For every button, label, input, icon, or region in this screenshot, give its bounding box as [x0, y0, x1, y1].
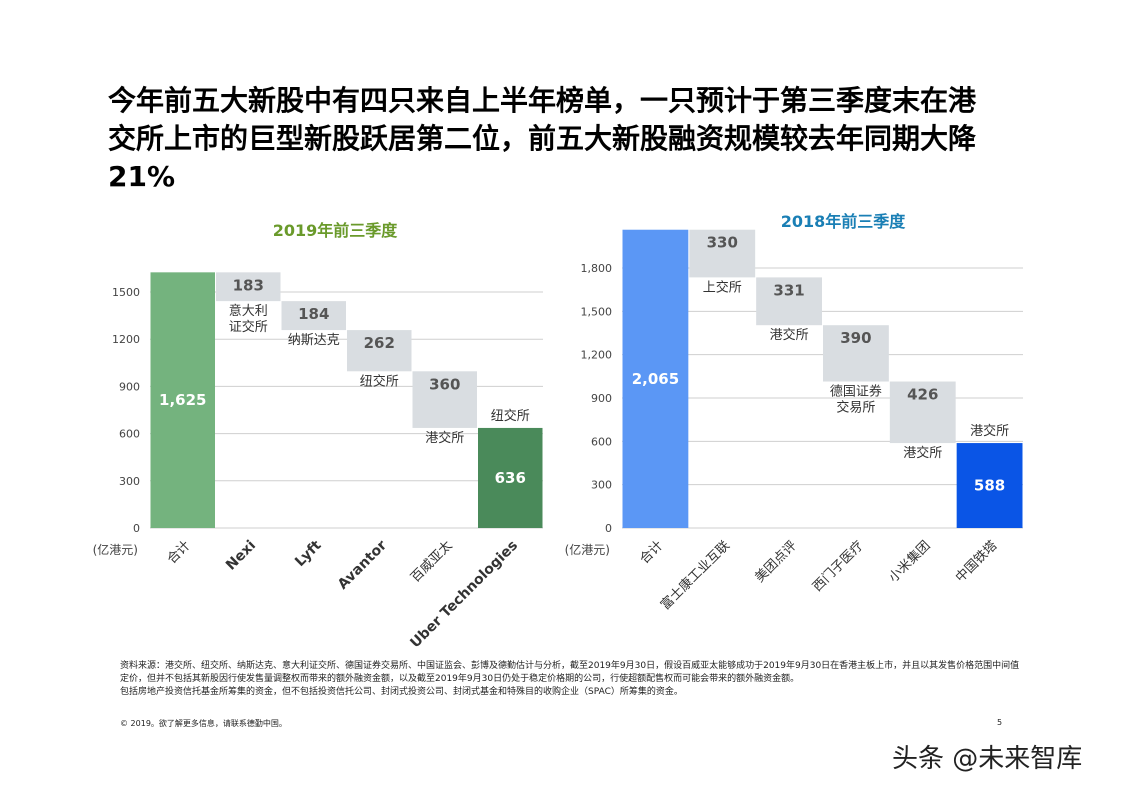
bar: [281, 301, 346, 331]
y-tick-label: 0: [133, 522, 140, 535]
x-tick-label: 合计: [165, 538, 194, 567]
source-note: 资料来源：港交所、纽交所、纳斯达克、意大利证交所、德国证券交易所、中国证监会、彭…: [120, 661, 1020, 684]
data-label: 390: [840, 329, 871, 347]
y-tick-label: 1,500: [581, 305, 613, 318]
data-label: 331: [773, 281, 804, 299]
x-tick-label: 富士康工业互联: [657, 538, 733, 614]
charts: 0 300 600 900 1200 1500 (亿港元) 1,625 合计 183 意大利证交所 N…: [93, 229, 1023, 652]
bar: [150, 272, 215, 528]
y-tick-label: 900: [119, 380, 140, 393]
exchange-label: 港交所: [903, 445, 942, 461]
bar: [889, 381, 956, 444]
bar: [689, 229, 756, 278]
y-tick-label: 600: [119, 428, 140, 441]
bar: [756, 277, 822, 326]
x-tick-label: Avantor: [335, 537, 390, 592]
slide-title: 今年前五大新股中有四只来自上半年榜单，一只预计于第三季度末在港交所上市的巨型新股…: [108, 84, 977, 193]
exchange-label: 港交所: [970, 423, 1009, 439]
y-tick-label: 1200: [112, 333, 140, 346]
copyright: © 2019。欲了解更多信息，请联系德勤中国。: [120, 719, 287, 728]
data-label: 262: [364, 334, 395, 352]
bar: [956, 443, 1023, 528]
page-number: 5: [997, 718, 1003, 727]
exchange-label: 证交所: [229, 319, 268, 335]
y-axis-unit: (亿港元): [565, 542, 610, 557]
y-tick-label: 1500: [112, 286, 140, 299]
x-tick-label: 中国铁塔: [953, 538, 1000, 585]
watermark: 头条 @未来智库: [892, 744, 1083, 774]
exchange-label: 意大利: [229, 303, 268, 319]
bar: [216, 272, 281, 302]
x-tick-label: Lyft: [292, 537, 325, 570]
exchange-label: 德国证券: [830, 384, 882, 400]
bar: [823, 325, 889, 382]
chart-title-2019: 2019年前三季度: [272, 221, 398, 240]
x-tick-label: Nexi: [223, 538, 259, 574]
data-label: 1,625: [159, 391, 206, 409]
bar: [622, 229, 689, 528]
y-tick-label: 1,200: [581, 349, 613, 362]
data-label: 636: [495, 469, 526, 487]
data-label: 426: [907, 386, 938, 404]
exchange-label: 纳斯达克: [288, 333, 340, 348]
x-tick-label: 百威亚太: [408, 538, 455, 585]
y-axis-unit: (亿港元): [93, 542, 138, 557]
footnotes: 资料来源：港交所、纽交所、纳斯达克、意大利证交所、德国证券交易所、中国证监会、彭…: [120, 660, 1020, 699]
exchange-label: 上交所: [703, 279, 742, 295]
x-tick-label: 小米集团: [885, 538, 933, 586]
data-label: 330: [707, 234, 738, 252]
data-label: 2,065: [632, 370, 679, 388]
bar: [347, 330, 412, 372]
x-tick-label: 合计: [637, 538, 666, 567]
y-tick-label: 0: [605, 522, 612, 535]
data-label: 183: [233, 276, 264, 294]
exchange-label: 纽交所: [360, 373, 399, 389]
chart-title-2018: 2018年前三季度: [780, 212, 906, 231]
y-tick-label: 600: [591, 435, 612, 448]
data-label: 588: [974, 477, 1005, 495]
exchange-label: 港交所: [425, 430, 464, 446]
bar: [478, 427, 543, 528]
x-tick-label: Uber Technologies: [407, 538, 521, 652]
bar: [412, 371, 477, 428]
y-tick-label: 1,800: [581, 262, 613, 275]
x-tick-label: 美团点评: [753, 538, 800, 585]
scope-note: 包括房地产投资信托基金所筹集的资金，但不包括投资信托公司、封闭式投资公司、封闭式…: [120, 687, 683, 697]
y-tick-label: 900: [591, 392, 612, 405]
x-tick-label: 西门子医疗: [810, 538, 867, 595]
exchange-label: 港交所: [770, 327, 809, 343]
y-tick-label: 300: [591, 479, 612, 492]
data-label: 360: [429, 375, 460, 393]
exchange-label: 纽交所: [491, 408, 530, 424]
y-tick-label: 300: [119, 475, 140, 488]
exchange-label: 交易所: [836, 400, 875, 416]
data-label: 184: [298, 305, 329, 323]
